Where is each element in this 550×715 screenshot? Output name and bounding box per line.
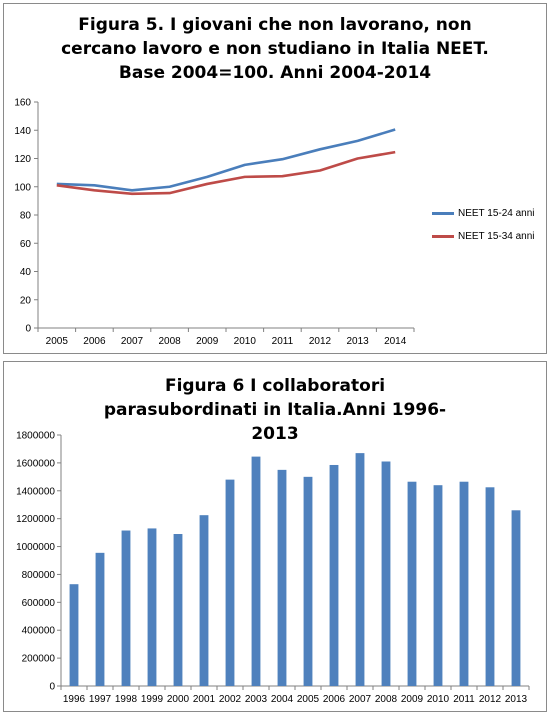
bar-2008 bbox=[381, 461, 391, 686]
x-tick-label: 1997 bbox=[89, 694, 112, 705]
x-tick-label: 2008 bbox=[158, 336, 181, 347]
bar-chart: 0 200000 400000 600000 800000 1000000 1200000 1… bbox=[16, 431, 530, 705]
x-tick-label: 2001 bbox=[193, 694, 216, 705]
figure-5-panel: Figura 5. I giovani che non lavorano, no… bbox=[3, 3, 547, 354]
y-tick-label: 0 bbox=[49, 682, 55, 693]
legend-item-neet-15-34: NEET 15-34 anni bbox=[432, 227, 535, 245]
bar-2007 bbox=[355, 453, 365, 686]
bar-2006 bbox=[329, 464, 339, 686]
x-tick-label: 2006 bbox=[323, 694, 346, 705]
x-tick-label: 2013 bbox=[346, 336, 369, 347]
x-tick-label: 2012 bbox=[309, 336, 332, 347]
y-tick-label: 1000000 bbox=[16, 542, 55, 553]
x-tick-label: 2014 bbox=[384, 336, 407, 347]
bar-1997 bbox=[95, 552, 105, 686]
figure-6-panel: Figura 6 I collaboratori parasubordinati… bbox=[3, 361, 547, 712]
bar-2011 bbox=[459, 481, 469, 686]
y-tick-label: 800000 bbox=[22, 570, 56, 581]
y-tick-label: 400000 bbox=[22, 626, 56, 637]
bar-2005 bbox=[303, 476, 313, 686]
bar-2002 bbox=[225, 479, 235, 686]
line-chart: 0 20 40 60 80 100 120 140 160 2005 2006 2007 2008 200… bbox=[14, 98, 415, 347]
bar-2012 bbox=[485, 487, 495, 686]
chart-title: Figura 5. I giovani che non lavorano, no… bbox=[61, 15, 489, 83]
x-tick-label: 2012 bbox=[479, 694, 502, 705]
x-tick-label: 2007 bbox=[121, 336, 144, 347]
bar-2000 bbox=[173, 534, 183, 686]
bar-2004 bbox=[277, 469, 287, 686]
x-tick-label: 1996 bbox=[63, 694, 86, 705]
x-tick-label: 2010 bbox=[427, 694, 450, 705]
series-line-1 bbox=[56, 128, 396, 192]
x-tick-label: 2008 bbox=[375, 694, 398, 705]
x-tick-label: 2005 bbox=[297, 694, 320, 705]
legend-label: NEET 15-34 anni bbox=[458, 230, 535, 242]
y-tick-label: 1800000 bbox=[16, 431, 55, 442]
x-tick-label: 2009 bbox=[401, 694, 424, 705]
series-line-2 bbox=[56, 150, 396, 196]
bar-2013 bbox=[511, 510, 521, 686]
x-tick-label: 2011 bbox=[453, 694, 475, 705]
y-tick-label: 20 bbox=[20, 295, 32, 306]
bar-1999 bbox=[147, 528, 157, 686]
x-tick-label: 2005 bbox=[46, 336, 69, 347]
y-tick-label: 1400000 bbox=[16, 486, 55, 497]
x-tick-label: 2010 bbox=[234, 336, 257, 347]
y-tick-label: 120 bbox=[14, 154, 31, 165]
x-tick-label: 2006 bbox=[83, 336, 106, 347]
x-tick-label: 1998 bbox=[115, 694, 138, 705]
legend-swatch bbox=[432, 211, 454, 215]
x-tick-label: 2000 bbox=[167, 694, 190, 705]
legend-label: NEET 15-24 anni bbox=[458, 207, 535, 219]
bar-2003 bbox=[251, 456, 261, 686]
x-tick-label: 2013 bbox=[505, 694, 528, 705]
x-tick-label: 2003 bbox=[245, 694, 268, 705]
x-tick-label: 1999 bbox=[141, 694, 164, 705]
legend-swatch bbox=[432, 234, 454, 238]
y-tick-label: 200000 bbox=[22, 654, 56, 665]
bar-2010 bbox=[433, 485, 443, 686]
bar-1998 bbox=[121, 530, 131, 686]
y-tick-label: 1600000 bbox=[16, 458, 55, 469]
bar-1996 bbox=[69, 584, 79, 686]
x-tick-label: 2009 bbox=[196, 336, 219, 347]
y-tick-label: 100 bbox=[14, 182, 31, 193]
y-tick-label: 140 bbox=[14, 126, 31, 137]
chart-title: Figura 6 I collaboratori parasubordinati… bbox=[103, 376, 447, 444]
legend-item-neet-15-24: NEET 15-24 anni bbox=[432, 204, 535, 222]
y-tick-label: 160 bbox=[14, 98, 31, 109]
y-tick-label: 60 bbox=[20, 239, 32, 250]
legend: NEET 15-24 anni NEET 15-34 anni bbox=[432, 204, 535, 250]
bar-2009 bbox=[407, 481, 417, 686]
y-tick-label: 1200000 bbox=[16, 514, 55, 525]
x-tick-label: 2002 bbox=[219, 694, 242, 705]
x-tick-label: 2007 bbox=[349, 694, 372, 705]
y-tick-label: 40 bbox=[20, 267, 32, 278]
bar-2001 bbox=[199, 515, 209, 686]
y-tick-label: 600000 bbox=[22, 598, 56, 609]
y-tick-label: 80 bbox=[20, 211, 32, 222]
x-tick-label: 2011 bbox=[272, 336, 294, 347]
x-tick-label: 2004 bbox=[271, 694, 294, 705]
y-tick-label: 0 bbox=[25, 324, 31, 335]
